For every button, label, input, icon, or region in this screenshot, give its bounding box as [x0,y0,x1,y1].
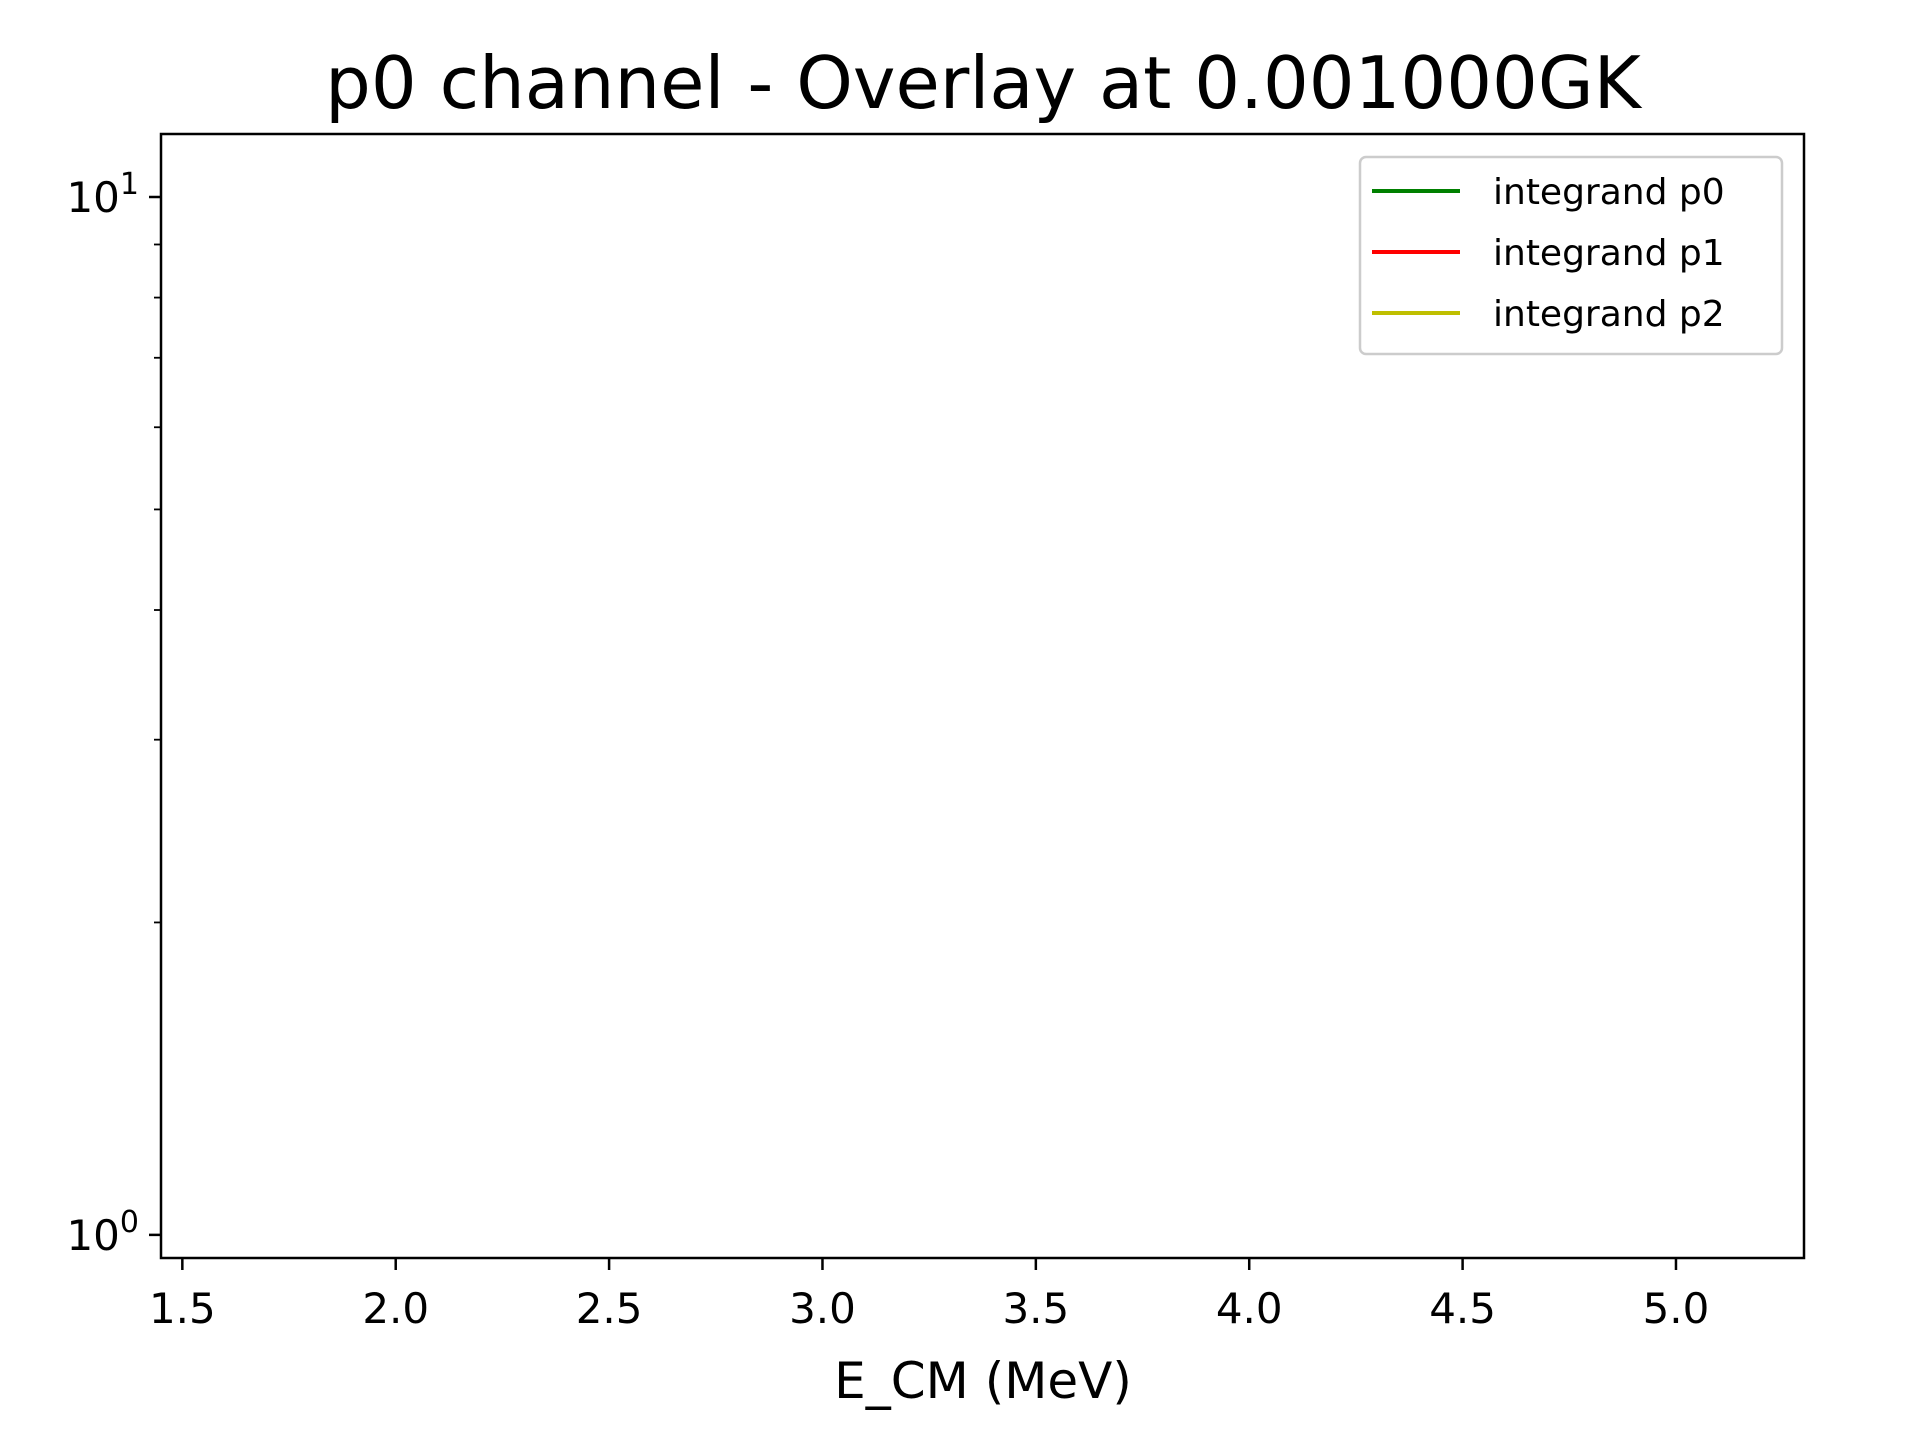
x-axis-label: E_CM (MeV) [834,1352,1132,1410]
x-tick-label: 4.0 [1216,1284,1283,1333]
x-tick-label: 1.5 [149,1284,216,1333]
y-tick-label: 100 [66,1205,139,1260]
x-tick-label: 2.5 [576,1284,643,1333]
x-tick-label: 2.0 [362,1284,429,1333]
legend-frame [1358,155,1784,356]
legend-label-p0: integrand p0 [1493,172,1725,213]
x-tick-label: 3.0 [789,1284,856,1333]
x-tick-label: 4.5 [1429,1284,1496,1333]
legend-label-p2: integrand p2 [1493,294,1725,335]
legend: integrand p0 integrand p1 integrand p2 [1358,155,1784,356]
legend-label-p1: integrand p1 [1493,233,1725,274]
y-tick-label: 101 [66,167,139,222]
y-tick-base: 10 [66,1211,119,1260]
x-tick-label: 5.0 [1643,1284,1710,1333]
chart-title: p0 channel - Overlay at 0.001000GK [325,41,1642,125]
legend-items: integrand p0 integrand p1 integrand p2 [1372,172,1725,335]
y-tick-exponent: 0 [120,1205,139,1240]
x-axis: 1.5 2.0 2.5 3.0 3.5 4.0 4.5 5.0 [149,1258,1709,1333]
x-tick-label: 3.5 [1002,1284,1069,1333]
y-tick-base: 10 [66,173,119,222]
y-tick-exponent: 1 [120,167,139,202]
